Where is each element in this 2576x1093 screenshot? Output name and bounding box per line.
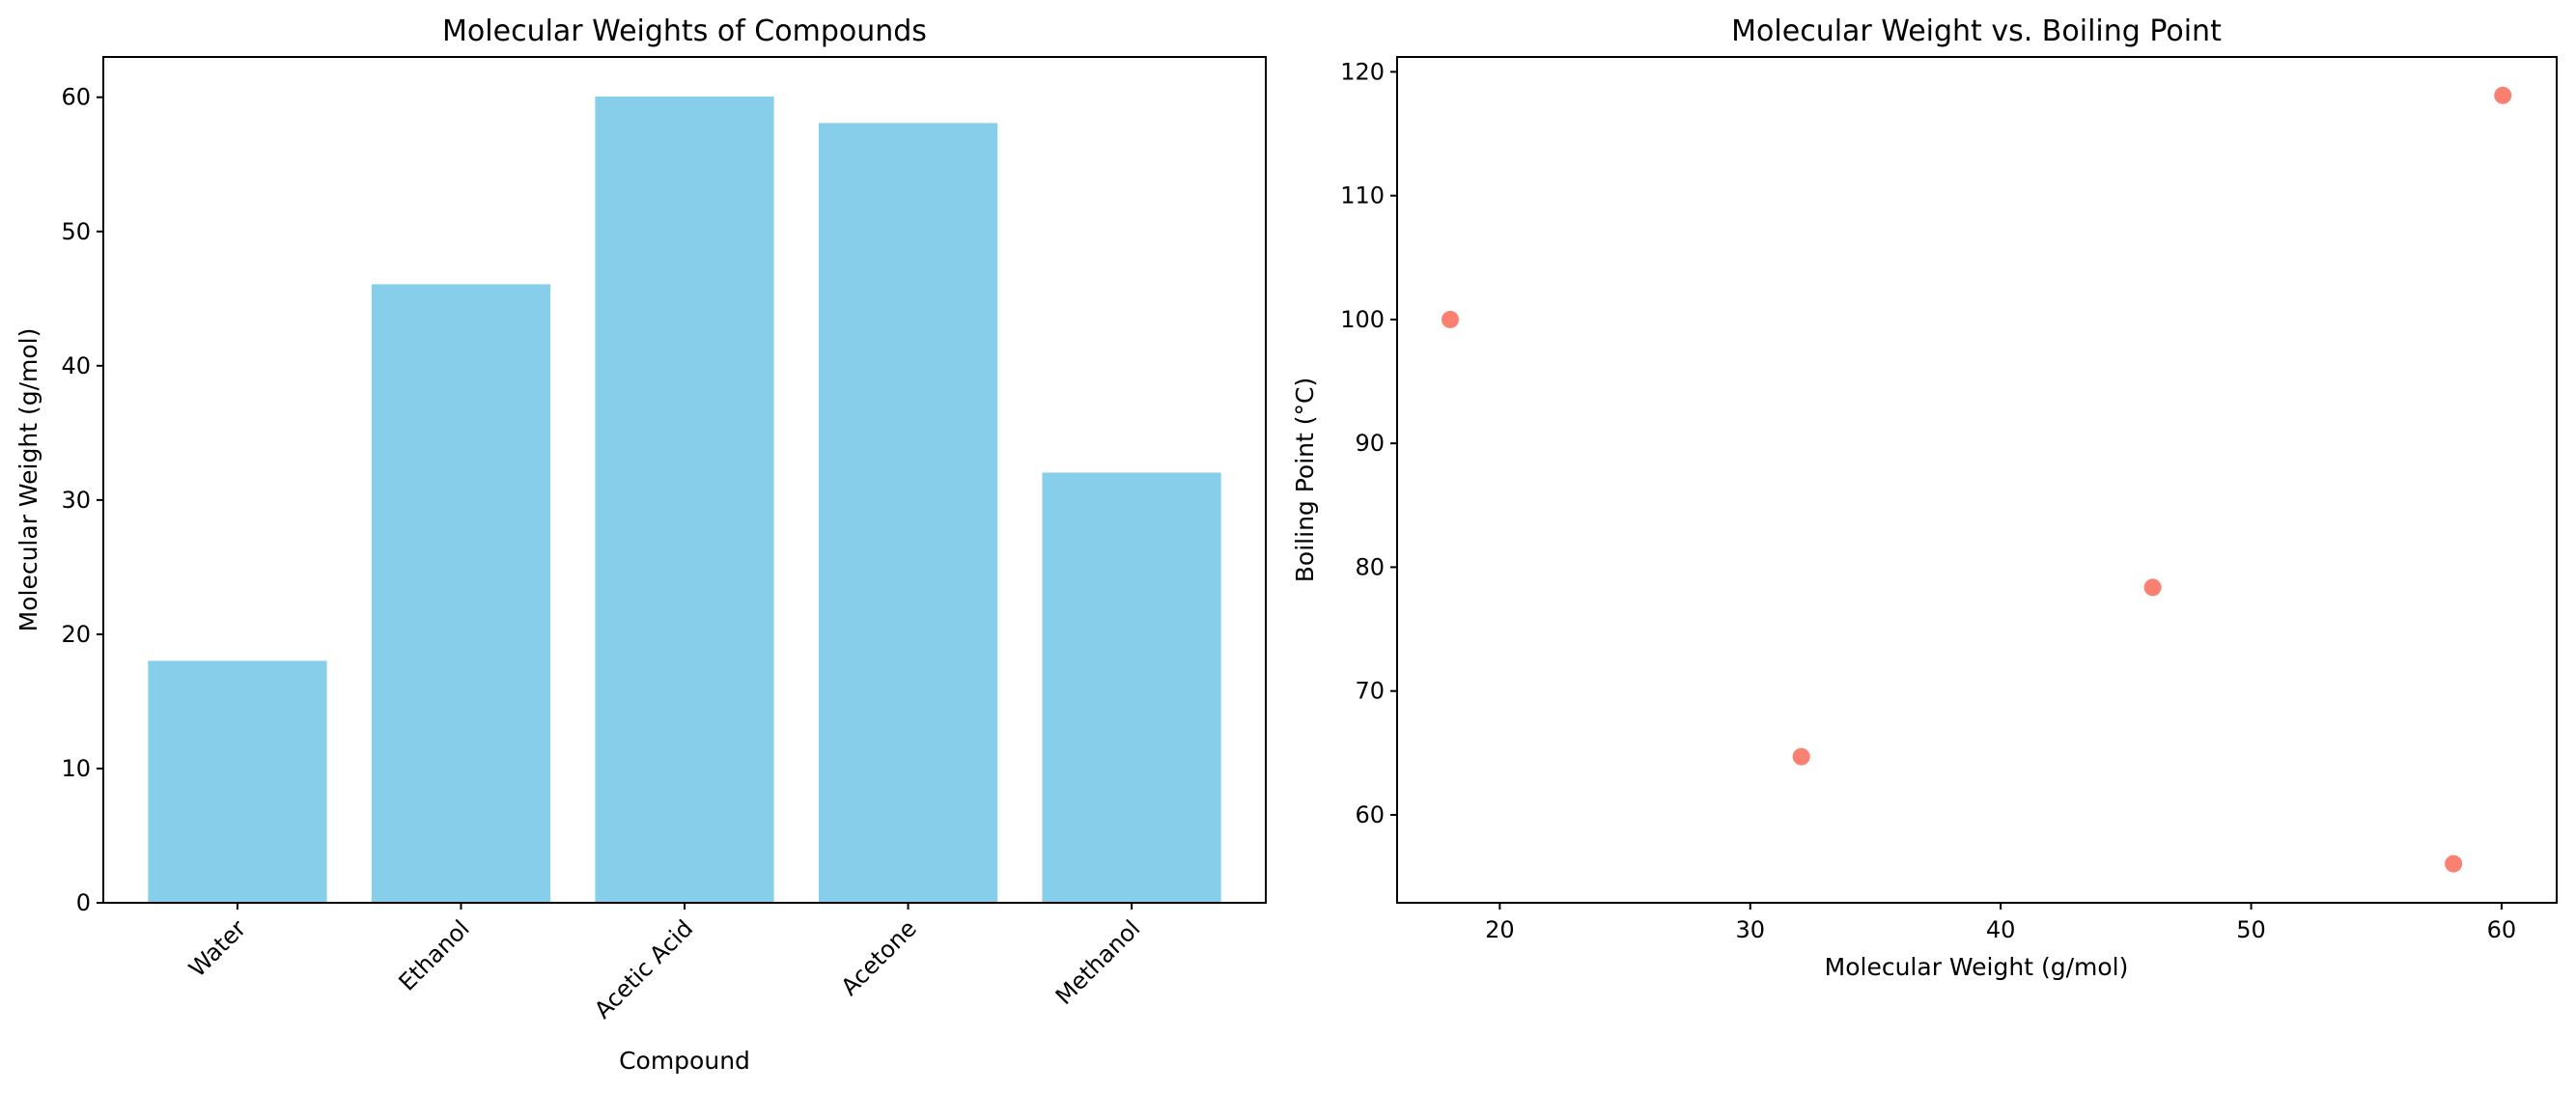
bar-y-tick-label: 30 [61,487,91,514]
scatter-marks [1441,86,2512,873]
scatter-y-tick-label: 80 [1355,553,1385,580]
scatter-y-tick-label: 100 [1340,306,1385,333]
scatter-y-tick-label: 60 [1355,801,1385,828]
scatter-chart-frame [1396,56,2558,904]
bar-x-tick-label: Methanol [1050,914,1146,1010]
bar-x-tick-label: Acetic Acid [589,914,698,1023]
scatter-point [2494,86,2512,104]
bar-methanol [1042,472,1221,903]
scatter-y-tick-label: 90 [1355,430,1385,457]
bar-y-ticks: 0 10 20 30 40 50 60 [61,84,103,916]
bar-x-tick-label: Ethanol [394,914,475,995]
bar-chart-title: Molecular Weights of Compounds [442,14,927,48]
bar-acetone [818,123,998,903]
bar-y-tick-label: 20 [61,621,91,648]
bar-x-ticks: Water Ethanol Acetic Acid Acetone Methanol [183,903,1145,1024]
scatter-y-tick-label: 110 [1340,182,1385,210]
bar-marks [148,97,1221,904]
bar-chart-panel: Molecular Weights of Compounds 0 10 20 30 40… [14,14,1267,1075]
bar-y-tick-label: 50 [61,218,91,245]
scatter-x-tick-label: 40 [1986,916,2016,943]
bar-chart-xlabel: Compound [619,1047,750,1075]
bar-x-tick-label: Water [183,914,251,982]
scatter-point [1441,310,1459,328]
scatter-point [2445,855,2463,873]
scatter-point [2143,578,2162,597]
bar-ethanol [371,284,551,904]
scatter-chart-title: Molecular Weight vs. Boiling Point [1731,14,2222,48]
scatter-x-tick-label: 60 [2487,916,2517,943]
scatter-point [1792,747,1810,766]
bar-water [148,660,327,903]
scatter-x-tick-label: 20 [1485,916,1515,943]
bar-y-tick-label: 10 [61,755,91,782]
bar-y-tick-label: 40 [61,352,91,379]
bar-acetic-acid [595,97,774,904]
bar-chart-ylabel: Molecular Weight (g/mol) [14,328,42,632]
scatter-chart-xlabel: Molecular Weight (g/mol) [1825,953,2129,981]
scatter-x-tick-label: 30 [1735,916,1765,943]
bar-y-tick-label: 0 [76,889,91,916]
scatter-y-ticks: 60 70 80 90 100 110 120 [1340,58,1397,828]
scatter-y-tick-label: 120 [1340,58,1385,85]
scatter-chart-ylabel: Boiling Point (°C) [1291,378,1319,582]
bar-x-tick-label: Acetone [836,914,922,1000]
bar-y-tick-label: 60 [61,84,91,111]
scatter-x-ticks: 20 30 40 50 60 [1485,903,2516,943]
scatter-x-tick-label: 50 [2236,916,2266,943]
scatter-chart-panel: Molecular Weight vs. Boiling Point 60 70 8… [1291,14,2558,981]
scatter-y-tick-label: 70 [1355,678,1385,705]
